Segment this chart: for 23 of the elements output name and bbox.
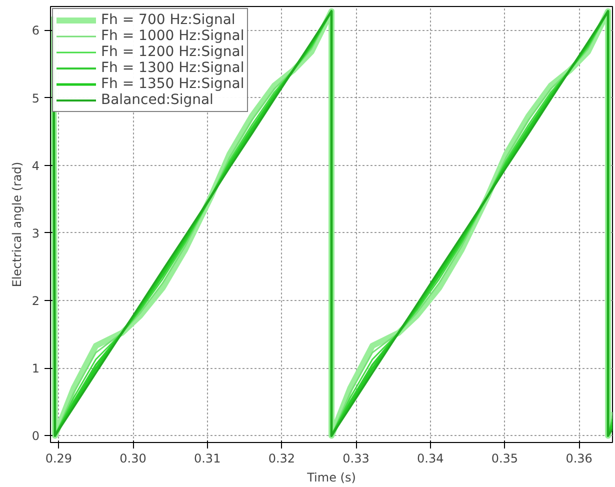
x-tick-label: 0.32 xyxy=(268,452,296,466)
legend-label: Fh = 1000 Hz:Signal xyxy=(101,28,244,44)
y-tick-label: 4 xyxy=(32,158,40,173)
y-tick-label: 5 xyxy=(32,91,40,106)
x-tick-label: 0.29 xyxy=(45,452,72,466)
y-tick-label: 0 xyxy=(32,429,40,444)
y-tick-label: 6 xyxy=(32,24,40,38)
x-tick-label: 0.34 xyxy=(417,452,444,466)
y-axis-title: Electrical angle (rad) xyxy=(10,162,24,288)
y-tick-label: 2 xyxy=(32,294,40,308)
x-tick-label: 0.30 xyxy=(120,452,146,466)
legend-label: Fh = 1350 Hz:Signal xyxy=(101,76,244,92)
legend-label: Balanced:Signal xyxy=(101,92,214,108)
y-tick-label: 3 xyxy=(32,226,40,240)
x-tick-label: 0.31 xyxy=(194,452,221,466)
legend-label: Fh = 700 Hz:Signal xyxy=(101,12,236,28)
y-tick-label: 1 xyxy=(32,362,40,376)
x-axis-title: Time (s) xyxy=(306,470,356,484)
x-tick-label: 0.36 xyxy=(566,452,592,466)
legend-label: Fh = 1200 Hz:Signal xyxy=(101,44,244,60)
x-tick-label: 0.33 xyxy=(342,452,370,466)
legend-label: Fh = 1300 Hz:Signal xyxy=(101,60,244,76)
x-tick-label: 0.35 xyxy=(491,452,518,466)
